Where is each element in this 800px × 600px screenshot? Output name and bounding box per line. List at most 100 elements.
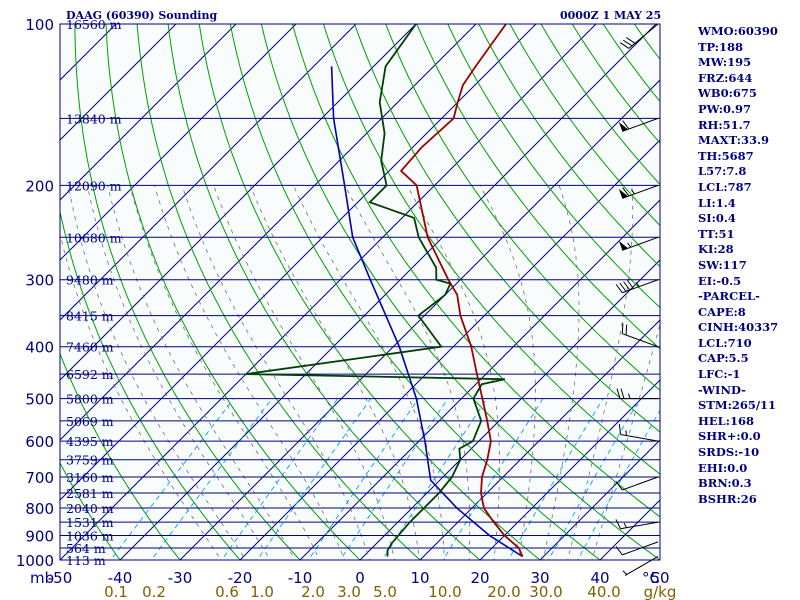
index-line: WMO:60390: [698, 24, 778, 38]
mixing-ratio-label: 10.0: [428, 583, 461, 600]
isotherm-line: [60, 24, 537, 501]
station-title: DAAG (60390) Sounding: [66, 9, 218, 22]
mixing-ratio-line: [381, 398, 488, 560]
height-label: 5069 m: [66, 414, 114, 429]
index-line: WB0:675: [698, 86, 757, 101]
isotherm-line: [119, 24, 657, 560]
height-label: 1036 m: [66, 528, 114, 543]
mixing-ratio-label: 2.0: [301, 583, 325, 600]
wind-barb: [618, 424, 659, 442]
pressure-tick-label: 200: [25, 177, 54, 195]
index-line: CAP:5.5: [698, 351, 749, 366]
mixing-ratio-label: 40.0: [587, 583, 620, 600]
wind-barb: [618, 236, 659, 251]
index-line: LI:1.4: [698, 195, 736, 210]
mixing-ratio-line: [339, 398, 449, 560]
index-line: SHR+:0.0: [698, 429, 761, 444]
moist-adiabat-line: [86, 185, 271, 560]
temperature-tick-label: 40: [590, 569, 609, 587]
index-line: LCL:787: [698, 179, 752, 194]
index-line: TT:51: [698, 226, 735, 241]
isotherm-line: [60, 24, 477, 441]
isotherm-line: [179, 79, 660, 560]
height-label: 2581 m: [66, 486, 114, 501]
height-label: 3759 m: [66, 453, 114, 468]
index-line: MAXT:33.9: [698, 133, 769, 148]
wind-barb: [615, 476, 659, 491]
moist-adiabat-line: [213, 185, 395, 560]
index-line: LFC:-1: [698, 367, 741, 382]
index-line: MW:195: [698, 55, 752, 70]
moist-adiabat-line: [542, 185, 580, 560]
index-line: CINH:40337: [698, 320, 779, 335]
pressure-tick-label: 800: [25, 500, 54, 518]
height-label: 3160 m: [66, 470, 114, 485]
wind-barb: [618, 117, 659, 132]
index-line: L57:7.8: [698, 164, 747, 179]
wind-barb: [619, 23, 659, 49]
index-line: CAPE:8: [698, 304, 746, 319]
dry-adiabat-line: [322, 24, 660, 475]
temperature-tick-label: 0: [355, 569, 365, 587]
dry-adiabat-line: [385, 24, 660, 391]
index-line: PW:0.97: [698, 101, 752, 116]
isotherm-line: [359, 259, 660, 560]
index-line: -PARCEL-: [698, 289, 760, 304]
mixing-ratio-line: [442, 398, 544, 560]
pressure-tick-label: 600: [25, 433, 54, 451]
isotherm-line: [479, 379, 660, 560]
pressure-tick-label: 1000: [16, 552, 54, 570]
mixing-ratio-label: 20.0: [487, 583, 520, 600]
pressure-tick-label: 500: [25, 391, 54, 409]
height-label: 12090 m: [66, 178, 122, 193]
index-line: SRDS:-10: [698, 445, 760, 460]
temperature-tick-label: -20: [228, 569, 253, 587]
temperature-unit-label: °C: [642, 569, 660, 587]
wind-barb: [616, 388, 658, 400]
isotherm-line: [299, 199, 660, 560]
dry-adiabat-line: [60, 209, 241, 560]
pressure-tick-label: 400: [25, 339, 54, 357]
dry-adiabat-line: [354, 24, 660, 433]
mixing-ratio-line: [507, 398, 604, 560]
dry-adiabat-line: [291, 24, 660, 518]
index-line: RH:51.7: [698, 117, 751, 132]
moist-adiabat-line: [107, 185, 296, 560]
dry-adiabat-line: [167, 24, 481, 560]
index-line: BSHR:26: [698, 491, 757, 506]
index-line: FRZ:644: [698, 70, 753, 85]
wind-barb: [615, 541, 659, 556]
mixing-ratio-line: [547, 398, 641, 560]
mixing-ratio-label: 1.0: [250, 583, 274, 600]
index-line: EI:-0.5: [698, 273, 742, 288]
index-line: SW:117: [698, 257, 747, 272]
height-label: 113 m: [66, 553, 106, 568]
temperature-tick-label: 30: [530, 569, 549, 587]
temperature-tick-label: -30: [168, 569, 193, 587]
parcel-path: [330, 66, 523, 558]
dry-adiabat-line: [478, 24, 660, 268]
plot-area: [0, 12, 660, 571]
temperature-tick-label: 10: [410, 569, 429, 587]
isotherm-line: [60, 24, 177, 141]
isotherm-line: [0, 12, 8, 571]
height-label: 1531 m: [66, 515, 114, 530]
mixing-ratio-unit-label: g/kg: [644, 583, 677, 600]
temperature-tick-label: 50: [650, 569, 669, 587]
time-title: 0000Z 1 MAY 25: [560, 9, 662, 22]
plot-background: [60, 24, 660, 560]
isotherm-line: [60, 24, 297, 261]
plot-border: [59, 23, 661, 561]
isotherm-line: [60, 24, 417, 381]
index-line: EHI:0.0: [698, 460, 748, 475]
temperature-tick-label: -10: [288, 569, 313, 587]
moist-adiabat-line: [129, 185, 321, 560]
height-label: 16560 m: [66, 17, 122, 32]
temperature-profile: [399, 24, 524, 557]
index-panel: WMO:60390 TP:188 MW:195 FRZ:644 WB0:675 PW:0.…: [698, 24, 798, 507]
mixing-ratio-label: 0.1: [104, 583, 128, 600]
temperature-tick-label: 20: [470, 569, 489, 587]
dry-adiabat-line: [60, 352, 181, 560]
index-line: KI:28: [698, 242, 734, 257]
